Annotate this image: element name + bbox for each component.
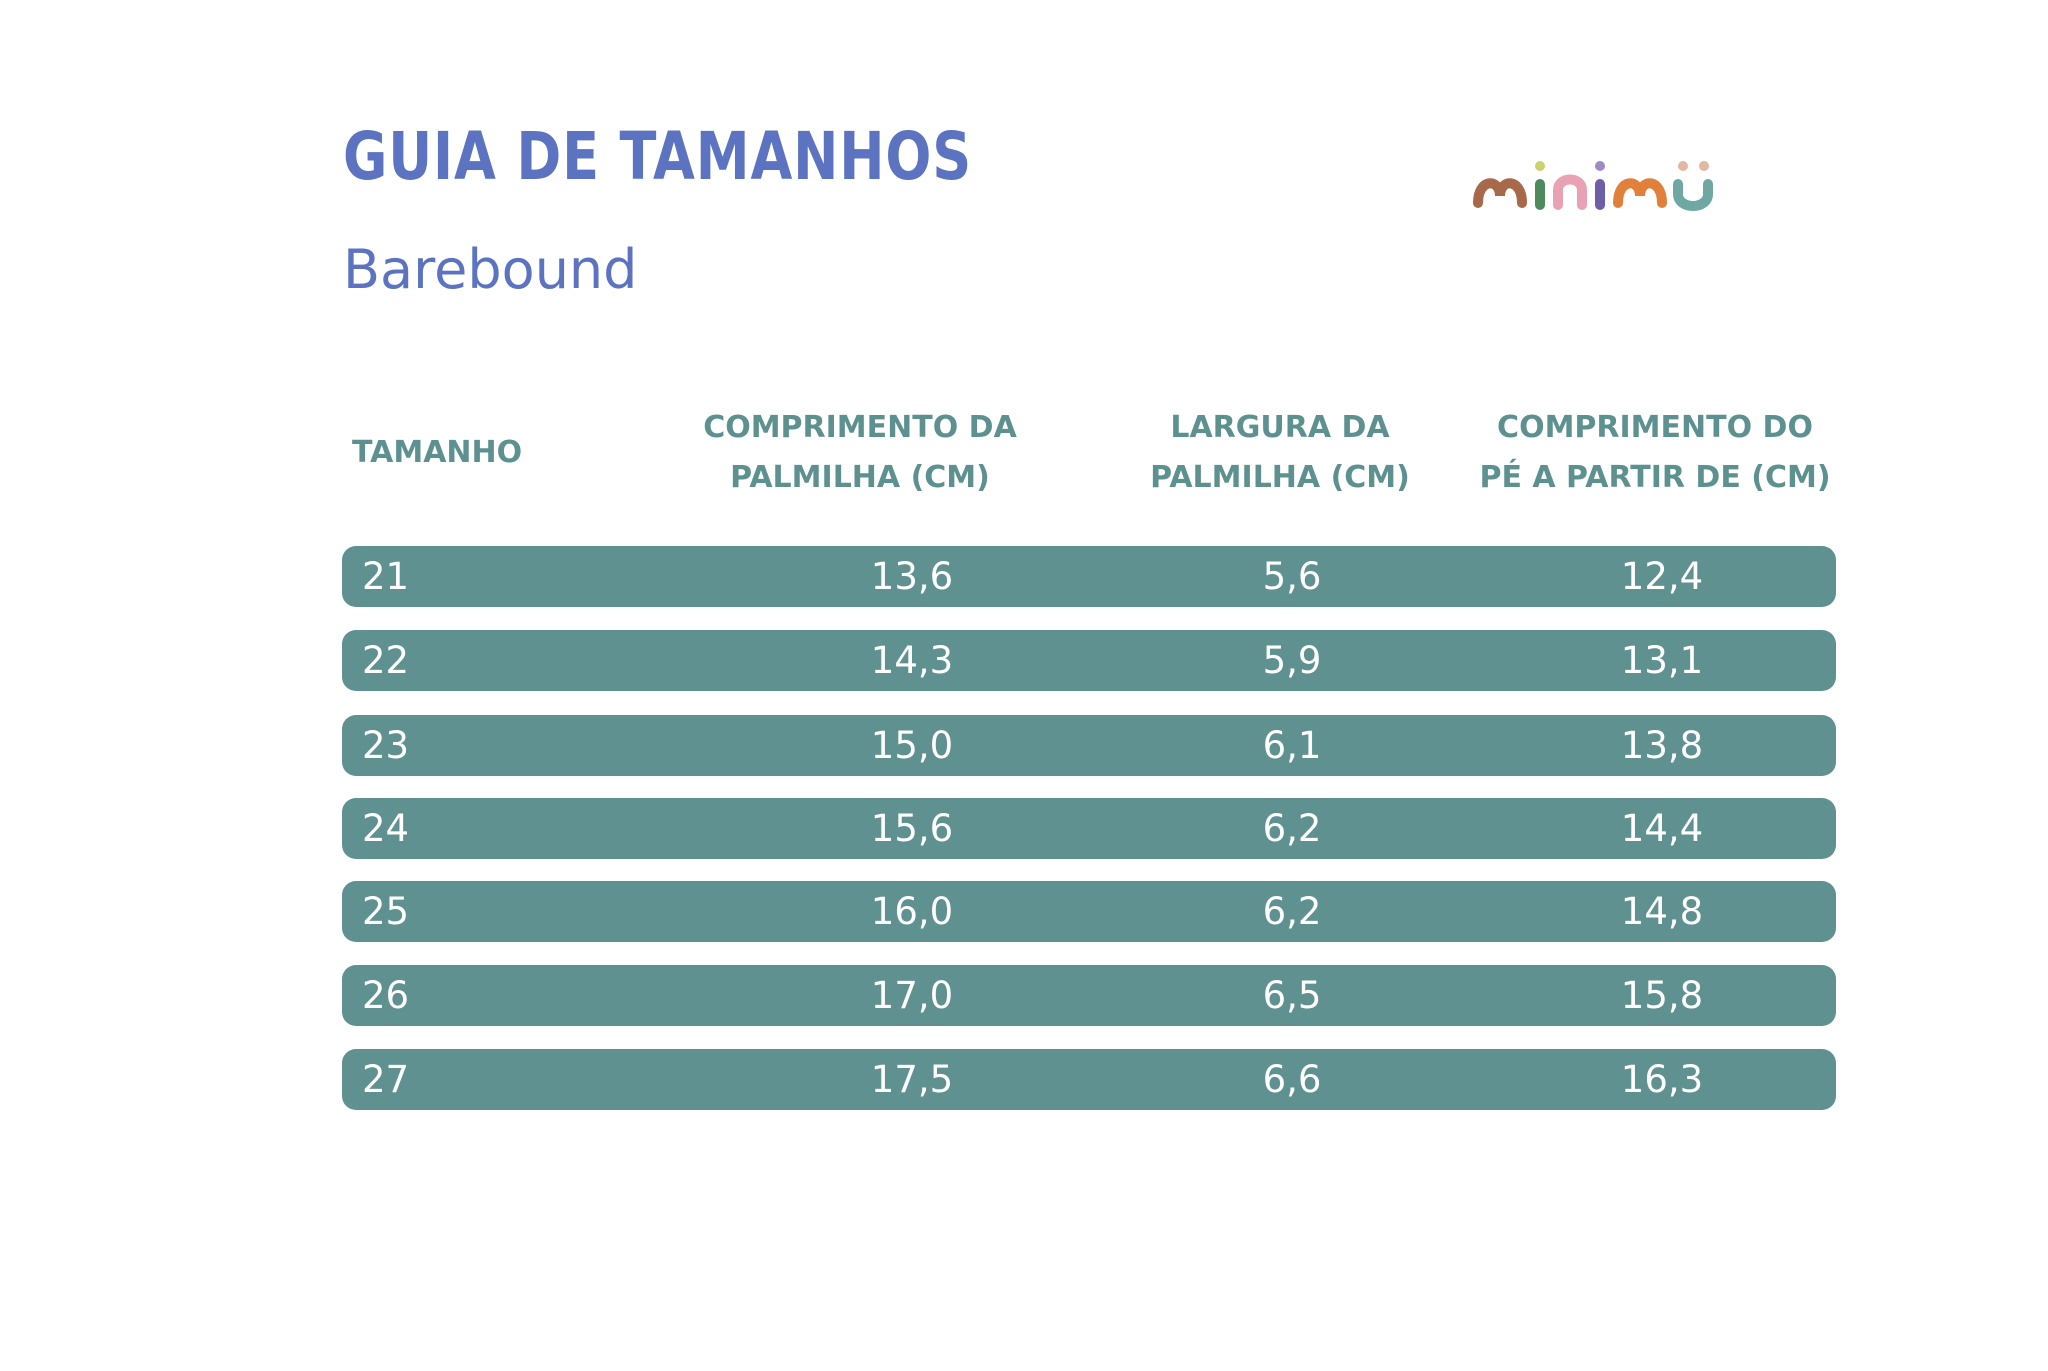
cell-insole-width: 6,1 — [1262, 724, 1322, 767]
cell-foot-length: 14,8 — [1620, 890, 1704, 933]
cell-size: 21 — [362, 555, 410, 598]
cell-insole-width: 6,2 — [1262, 807, 1322, 850]
brand-logo — [1473, 161, 1713, 211]
cell-insole-length: 14,3 — [870, 639, 954, 682]
cell-insole-length: 17,0 — [870, 974, 954, 1017]
table-row: 22 14,3 5,9 13,1 — [342, 630, 1836, 691]
column-header-line: PALMILHA (CM) — [1150, 460, 1410, 495]
column-header-line: LARGURA DA — [1170, 410, 1390, 445]
column-header-line: COMPRIMENTO DO — [1497, 410, 1813, 445]
table-row: 25 16,0 6,2 14,8 — [342, 881, 1836, 942]
cell-size: 24 — [362, 807, 410, 850]
column-header-line: PALMILHA (CM) — [730, 460, 990, 495]
cell-insole-length: 15,0 — [870, 724, 954, 767]
cell-size: 26 — [362, 974, 410, 1017]
cell-foot-length: 15,8 — [1620, 974, 1704, 1017]
cell-foot-length: 12,4 — [1620, 555, 1704, 598]
cell-insole-length: 13,6 — [870, 555, 954, 598]
column-header-line: TAMANHO — [352, 435, 523, 470]
column-header-size: TAMANHO — [352, 428, 522, 478]
cell-size: 23 — [362, 724, 410, 767]
cell-foot-length: 13,8 — [1620, 724, 1704, 767]
cell-insole-width: 6,5 — [1262, 974, 1322, 1017]
cell-insole-length: 17,5 — [870, 1058, 954, 1101]
cell-foot-length: 13,1 — [1620, 639, 1704, 682]
cell-insole-width: 5,6 — [1262, 555, 1322, 598]
cell-size: 25 — [362, 890, 410, 933]
column-header-line: COMPRIMENTO DA — [703, 410, 1017, 445]
cell-insole-width: 6,6 — [1262, 1058, 1322, 1101]
column-header-insole-width: LARGURA DA PALMILHA (CM) — [1100, 403, 1460, 503]
cell-insole-length: 16,0 — [870, 890, 954, 933]
cell-foot-length: 14,4 — [1620, 807, 1704, 850]
cell-size: 22 — [362, 639, 410, 682]
column-header-insole-length: COMPRIMENTO DA PALMILHA (CM) — [680, 403, 1040, 503]
table-row: 24 15,6 6,2 14,4 — [342, 798, 1836, 859]
cell-foot-length: 16,3 — [1620, 1058, 1704, 1101]
column-header-foot-length: COMPRIMENTO DO PÉ A PARTIR DE (CM) — [1475, 403, 1835, 503]
page-subtitle: Barebound — [343, 238, 638, 301]
column-header-line: PÉ A PARTIR DE (CM) — [1479, 460, 1831, 495]
table-row: 23 15,0 6,1 13,8 — [342, 715, 1836, 776]
table-row: 21 13,6 5,6 12,4 — [342, 546, 1836, 607]
table-row: 26 17,0 6,5 15,8 — [342, 965, 1836, 1026]
table-row: 27 17,5 6,6 16,3 — [342, 1049, 1836, 1110]
cell-size: 27 — [362, 1058, 410, 1101]
cell-insole-width: 5,9 — [1262, 639, 1322, 682]
cell-insole-width: 6,2 — [1262, 890, 1322, 933]
cell-insole-length: 15,6 — [870, 807, 954, 850]
page-title: GUIA DE TAMANHOS — [343, 118, 973, 195]
